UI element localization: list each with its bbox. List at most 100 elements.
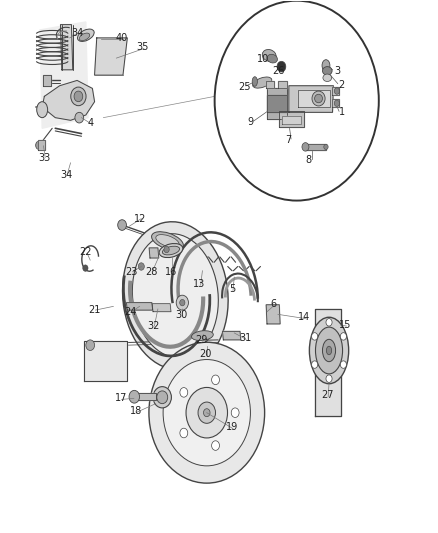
Circle shape — [324, 144, 328, 150]
Ellipse shape — [37, 102, 48, 118]
Ellipse shape — [79, 33, 90, 41]
Text: 33: 33 — [38, 152, 50, 163]
Polygon shape — [42, 80, 95, 120]
Ellipse shape — [157, 391, 168, 403]
Text: 1: 1 — [339, 107, 345, 117]
Circle shape — [302, 143, 309, 151]
Text: 30: 30 — [176, 310, 188, 320]
Ellipse shape — [74, 91, 83, 102]
Text: 26: 26 — [272, 66, 284, 76]
Text: 4: 4 — [87, 118, 93, 128]
Text: 10: 10 — [257, 54, 269, 64]
Text: 20: 20 — [200, 349, 212, 359]
Polygon shape — [267, 95, 287, 112]
Ellipse shape — [186, 387, 227, 438]
Text: 2: 2 — [338, 80, 344, 90]
Polygon shape — [315, 309, 341, 416]
Ellipse shape — [162, 246, 180, 255]
Text: 29: 29 — [195, 335, 208, 345]
Ellipse shape — [152, 232, 184, 251]
Circle shape — [180, 300, 185, 306]
Circle shape — [176, 295, 188, 310]
Polygon shape — [95, 38, 127, 75]
Polygon shape — [135, 393, 155, 400]
Polygon shape — [266, 82, 274, 88]
Ellipse shape — [71, 87, 86, 106]
Ellipse shape — [309, 317, 349, 384]
Ellipse shape — [123, 222, 228, 370]
Text: 24: 24 — [125, 306, 137, 317]
Circle shape — [334, 100, 339, 107]
Ellipse shape — [153, 386, 171, 408]
Text: 27: 27 — [321, 390, 333, 400]
Circle shape — [118, 220, 127, 230]
Circle shape — [86, 340, 95, 351]
Ellipse shape — [132, 233, 218, 358]
Text: 21: 21 — [88, 305, 101, 315]
Circle shape — [326, 375, 332, 382]
Text: 13: 13 — [193, 279, 205, 288]
Ellipse shape — [322, 60, 330, 71]
Text: 35: 35 — [136, 43, 149, 52]
Ellipse shape — [262, 50, 276, 61]
Ellipse shape — [156, 235, 179, 247]
Text: 15: 15 — [339, 320, 352, 330]
Polygon shape — [289, 86, 333, 112]
Polygon shape — [332, 99, 339, 107]
Circle shape — [311, 361, 318, 368]
Polygon shape — [278, 82, 287, 88]
Text: 3: 3 — [334, 66, 340, 76]
Circle shape — [129, 390, 140, 403]
Circle shape — [75, 112, 84, 123]
Polygon shape — [84, 341, 127, 381]
Text: 17: 17 — [115, 393, 127, 403]
Text: 7: 7 — [285, 135, 291, 145]
Text: 23: 23 — [126, 267, 138, 277]
Text: 6: 6 — [271, 298, 277, 309]
Polygon shape — [60, 25, 73, 70]
Text: 18: 18 — [130, 406, 142, 416]
Text: 16: 16 — [165, 267, 177, 277]
Text: 12: 12 — [134, 214, 147, 224]
Circle shape — [311, 333, 318, 340]
Circle shape — [164, 246, 169, 253]
Circle shape — [326, 319, 332, 326]
Circle shape — [277, 61, 286, 72]
Text: 19: 19 — [226, 422, 238, 432]
Polygon shape — [38, 140, 45, 150]
Text: 40: 40 — [116, 33, 128, 43]
Polygon shape — [149, 248, 159, 258]
Circle shape — [231, 408, 239, 417]
Ellipse shape — [252, 77, 258, 86]
Ellipse shape — [253, 77, 272, 88]
Circle shape — [340, 333, 346, 340]
Text: 25: 25 — [238, 82, 251, 92]
Circle shape — [212, 375, 219, 385]
Circle shape — [35, 141, 42, 150]
Circle shape — [180, 387, 188, 397]
Text: 34: 34 — [71, 28, 83, 38]
Text: 22: 22 — [80, 247, 92, 256]
Polygon shape — [152, 304, 171, 312]
Text: 14: 14 — [298, 312, 310, 322]
Text: 32: 32 — [147, 321, 160, 331]
Polygon shape — [40, 22, 88, 128]
Ellipse shape — [204, 409, 210, 417]
Polygon shape — [306, 144, 326, 150]
Ellipse shape — [315, 327, 343, 374]
Polygon shape — [297, 90, 330, 107]
Ellipse shape — [78, 29, 94, 42]
Ellipse shape — [159, 244, 183, 257]
Circle shape — [138, 263, 145, 270]
Ellipse shape — [198, 402, 215, 423]
Circle shape — [83, 265, 88, 271]
Ellipse shape — [312, 91, 325, 106]
Ellipse shape — [267, 54, 277, 63]
Circle shape — [212, 441, 219, 450]
Text: 9: 9 — [247, 117, 254, 127]
Ellipse shape — [191, 330, 213, 341]
Ellipse shape — [326, 346, 332, 355]
Ellipse shape — [322, 67, 332, 75]
Polygon shape — [332, 87, 339, 95]
Polygon shape — [223, 332, 241, 340]
